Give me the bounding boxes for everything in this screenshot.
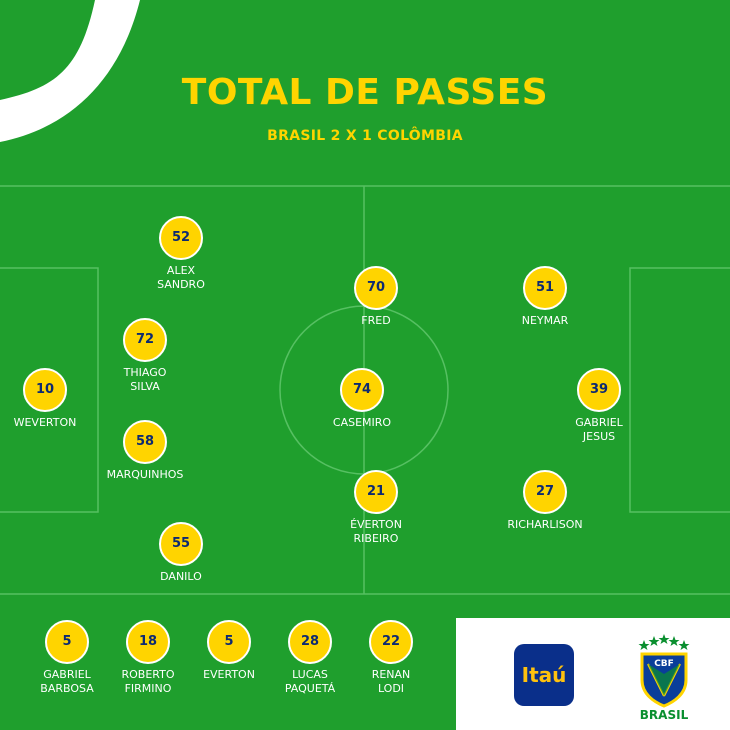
passes-badge: 58	[123, 420, 167, 464]
passes-badge: 39	[577, 368, 621, 412]
player-name: ROBERTO FIRMINO	[121, 668, 175, 695]
player-name: GABRIEL JESUS	[575, 416, 623, 443]
passes-badge: 70	[354, 266, 398, 310]
passes-badge: 51	[523, 266, 567, 310]
player-name: EVERTON	[203, 668, 255, 681]
sub-roberto-firmino: 18 ROBERTO FIRMINO	[83, 620, 213, 696]
cbf-badge-text: CBF	[654, 659, 674, 669]
passes-badge: 72	[123, 318, 167, 362]
player-alex-sandro: 52 ALEX SANDRO	[116, 216, 246, 292]
sub-everton: 5 EVERTON	[164, 620, 294, 682]
sponsor-panel: Itaú CBF BRASIL	[456, 618, 730, 730]
player-name: THIAGO SILVA	[123, 366, 167, 393]
passes-badge: 10	[23, 368, 67, 412]
sub-lucas-paqueta: 28 LUCAS PAQUETÁ	[245, 620, 375, 696]
passes-badge: 27	[523, 470, 567, 514]
player-danilo: 55 DANILO	[116, 522, 246, 584]
cbf-crest: CBF BRASIL	[634, 634, 694, 724]
player-weverton: 10 WEVERTON	[0, 368, 110, 430]
page-title: TOTAL DE PASSES	[181, 72, 549, 113]
player-name: ÉVERTON RIBEIRO	[350, 518, 402, 545]
corner-swoosh	[0, 0, 140, 142]
player-name: DANILO	[160, 570, 202, 583]
player-name: GABRIEL BARBOSA	[40, 668, 94, 695]
player-name: MARQUINHOS	[106, 468, 184, 481]
player-name: WEVERTON	[13, 416, 77, 429]
player-name: RICHARLISON	[507, 518, 583, 531]
passes-badge: 28	[288, 620, 332, 664]
sub-gabriel-barbosa: 5 GABRIEL BARBOSA	[2, 620, 132, 696]
player-name: CASEMIRO	[332, 416, 392, 429]
itau-logo: Itaú	[514, 644, 574, 706]
player-name: LUCAS PAQUETÁ	[284, 668, 336, 695]
player-fred: 70 FRED	[311, 266, 441, 328]
player-marquinhos: 58 MARQUINHOS	[80, 420, 210, 482]
passes-badge: 21	[354, 470, 398, 514]
passes-badge: 5	[207, 620, 251, 664]
passes-badge: 18	[126, 620, 170, 664]
player-everton-ribeiro: 21 ÉVERTON RIBEIRO	[311, 470, 441, 546]
passes-badge: 74	[340, 368, 384, 412]
sub-renan-lodi: 22 RENAN LODI	[326, 620, 456, 696]
player-name: FRED	[361, 314, 391, 327]
player-name: RENAN LODI	[371, 668, 411, 695]
passes-badge: 5	[45, 620, 89, 664]
itau-logo-text: Itaú	[521, 663, 567, 687]
passes-badge: 52	[159, 216, 203, 260]
passes-badge: 55	[159, 522, 203, 566]
cbf-shield-icon: CBF	[638, 634, 690, 708]
player-name: ALEX SANDRO	[157, 264, 205, 291]
player-casemiro: 74 CASEMIRO	[297, 368, 427, 430]
player-neymar: 51 NEYMAR	[480, 266, 610, 328]
passes-badge: 22	[369, 620, 413, 664]
match-score: BRASIL 2 X 1 COLÔMBIA	[267, 128, 463, 144]
player-gabriel-jesus: 39 GABRIEL JESUS	[534, 368, 664, 444]
player-richarlison: 27 RICHARLISON	[480, 470, 610, 532]
player-name: NEYMAR	[521, 314, 569, 327]
player-thiago-silva: 72 THIAGO SILVA	[80, 318, 210, 394]
federation-label: BRASIL	[639, 708, 689, 722]
